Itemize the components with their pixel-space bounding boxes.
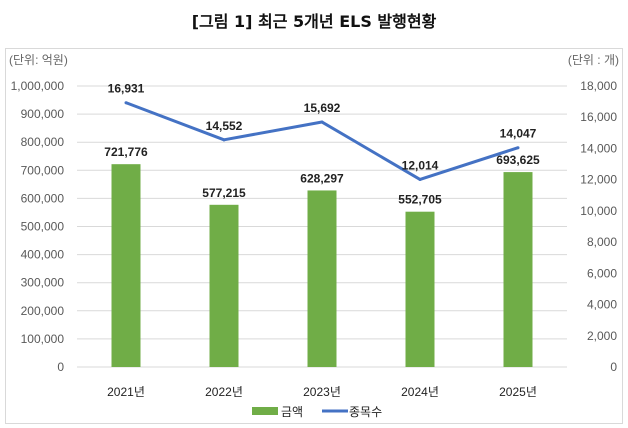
line-point [320,120,324,124]
bar-2025년 [503,172,533,367]
left-tick-label: 200,000 [21,304,65,318]
right-tick-label: 6,000 [587,266,617,280]
bar-data-label: 577,215 [202,186,246,200]
bar-data-label: 693,625 [496,153,540,167]
left-tick-label: 600,000 [21,191,65,205]
left-tick-label: 1,000,000 [11,79,65,93]
right-tick-label: 10,000 [580,204,617,218]
right-tick-label: 18,000 [580,79,617,93]
left-tick-label: 100,000 [21,332,65,346]
bar-2022년 [209,204,239,367]
line-point [124,101,128,105]
left-tick-label: 300,000 [21,276,65,290]
x-tick-label: 2021년 [107,385,145,399]
right-tick-label: 16,000 [580,110,617,124]
right-tick-label: 4,000 [587,298,617,312]
line-data-label: 12,014 [402,158,439,172]
legend-label: 금액 [281,405,303,419]
line-point [516,146,520,150]
right-tick-label: 14,000 [580,141,617,155]
bar-data-label: 552,705 [398,193,442,207]
bar-2024년 [405,211,435,367]
left-tick-label: 400,000 [21,248,65,262]
left-tick-label: 800,000 [21,135,65,149]
line-point [418,177,422,181]
left-tick-label: 900,000 [21,107,65,121]
right-tick-label: 2,000 [587,329,617,343]
right-tick-label: 0 [610,360,617,374]
right-axis-unit: (단위 : 개) [568,53,619,67]
line-data-label: 16,931 [108,82,145,96]
chart-frame [5,48,623,424]
right-tick-label: 12,000 [580,173,617,187]
legend-bar-swatch [252,407,278,415]
x-tick-label: 2025년 [499,385,537,399]
bar-2021년 [111,164,141,367]
left-axis-unit: (단위: 억원) [9,53,68,67]
line-data-label: 14,552 [206,119,243,133]
legend-label: 종목수 [349,405,382,419]
bar-data-label: 628,297 [300,171,344,185]
line-point [222,138,226,142]
line-data-label: 14,047 [500,127,537,141]
bar-data-label: 721,776 [104,145,148,159]
bar-2023년 [307,190,337,367]
line-data-label: 15,692 [304,101,341,115]
chart-title: [그림 1] 최근 5개년 ELS 발행현황 [191,12,437,31]
left-tick-label: 0 [57,360,64,374]
x-tick-label: 2024년 [401,385,439,399]
x-tick-label: 2023년 [303,385,341,399]
left-tick-label: 700,000 [21,163,65,177]
right-tick-label: 8,000 [587,235,617,249]
x-tick-label: 2022년 [205,385,243,399]
left-tick-label: 500,000 [21,220,65,234]
